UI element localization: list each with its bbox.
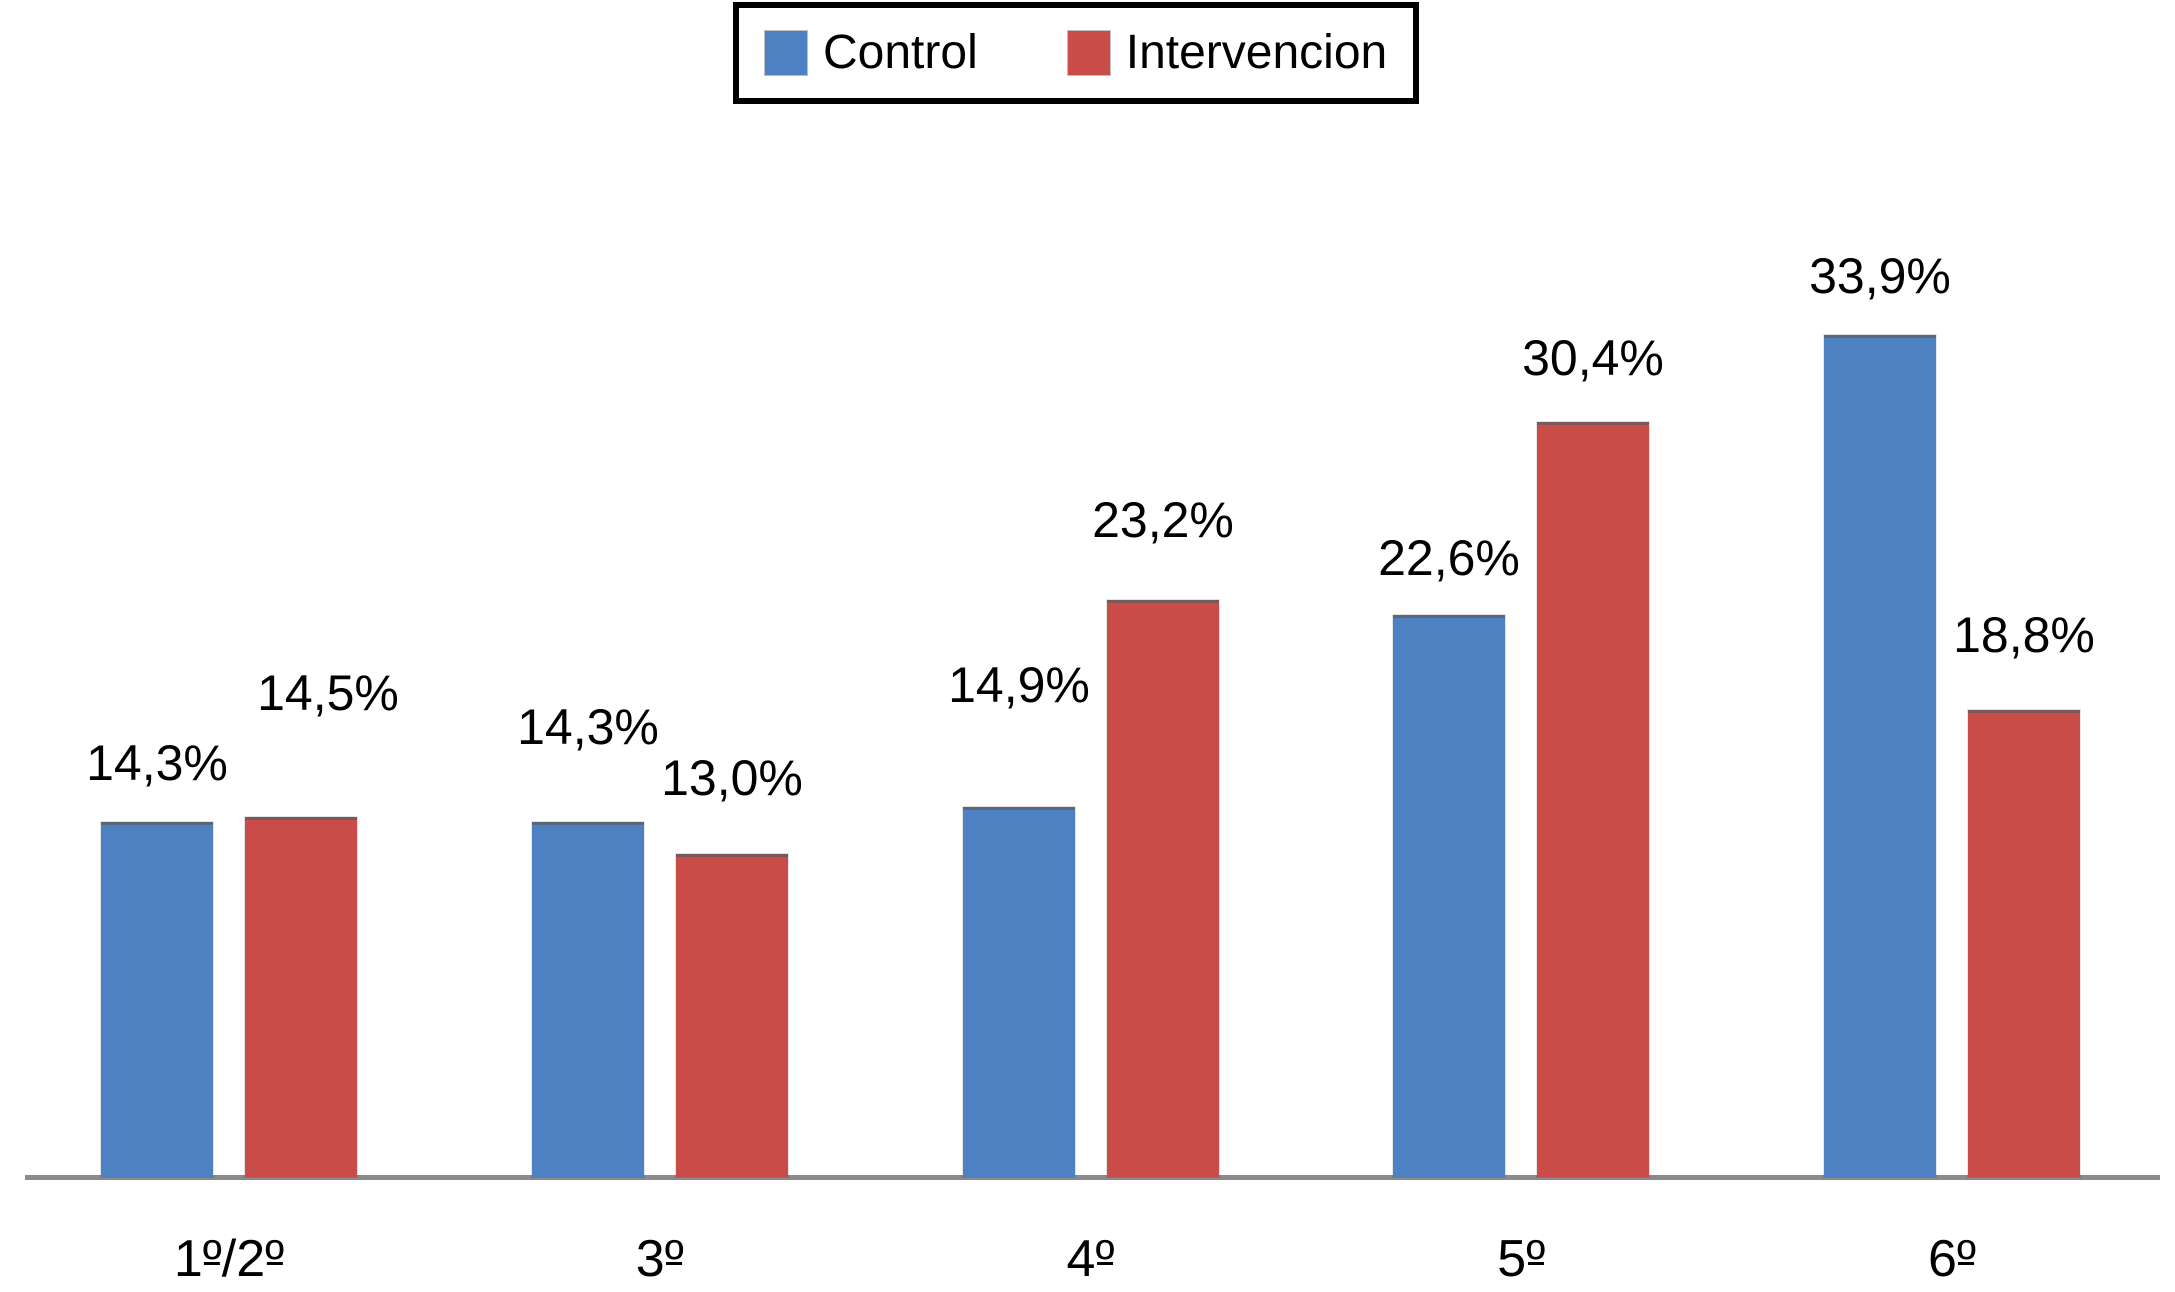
category-label-3: 5º [1497, 1230, 1546, 1288]
bar-control-4 [1823, 334, 1937, 1178]
category-label-0: 1º/2º [173, 1230, 285, 1288]
value-label-control-0: 14,3% [86, 735, 228, 791]
bar-intervencion-0 [244, 816, 358, 1178]
category-label-2: 4º [1066, 1230, 1115, 1288]
value-label-intervencion-3: 30,4% [1522, 330, 1664, 386]
value-label-control-4: 33,9% [1809, 248, 1951, 304]
ordinal-indicator: º [664, 1230, 684, 1288]
value-label-intervencion-0: 14,5% [257, 665, 399, 721]
value-label-control-1: 14,3% [517, 699, 659, 755]
category-label-4: 6º [1928, 1230, 1976, 1288]
legend-swatch-control-icon [764, 30, 808, 76]
x-axis-line [25, 1175, 2160, 1180]
value-label-intervencion-1: 13,0% [661, 750, 803, 806]
value-label-control-3: 22,6% [1378, 530, 1520, 586]
bar-intervencion-3 [1536, 421, 1650, 1178]
ordinal-indicator: º [265, 1230, 285, 1288]
ordinal-indicator: º [1526, 1230, 1546, 1288]
value-label-intervencion-4: 18,8% [1953, 607, 2095, 663]
bar-intervencion-4 [1967, 709, 2081, 1178]
value-label-intervencion-2: 23,2% [1092, 492, 1234, 548]
legend-label-intervencion: Intervencion [1125, 26, 1388, 79]
bar-intervencion-1 [675, 853, 789, 1178]
category-label-1: 3º [635, 1230, 684, 1288]
value-label-control-2: 14,9% [948, 657, 1090, 713]
legend-swatch-intervencion-icon [1066, 30, 1111, 76]
bar-control-2 [962, 806, 1076, 1178]
ordinal-indicator: º [1095, 1230, 1115, 1288]
bar-control-1 [531, 821, 645, 1178]
legend: Control Intervencion [733, 2, 1420, 104]
bar-intervencion-2 [1106, 599, 1220, 1178]
bar-control-3 [1392, 614, 1506, 1178]
ordinal-indicator: º [202, 1230, 222, 1288]
bar-control-0 [100, 821, 214, 1178]
legend-label-control: Control [823, 26, 978, 79]
legend-item-intervencion: Intervencion [1066, 26, 1388, 79]
legend-item-control: Control [764, 26, 978, 79]
ordinal-indicator: º [1956, 1230, 1976, 1288]
